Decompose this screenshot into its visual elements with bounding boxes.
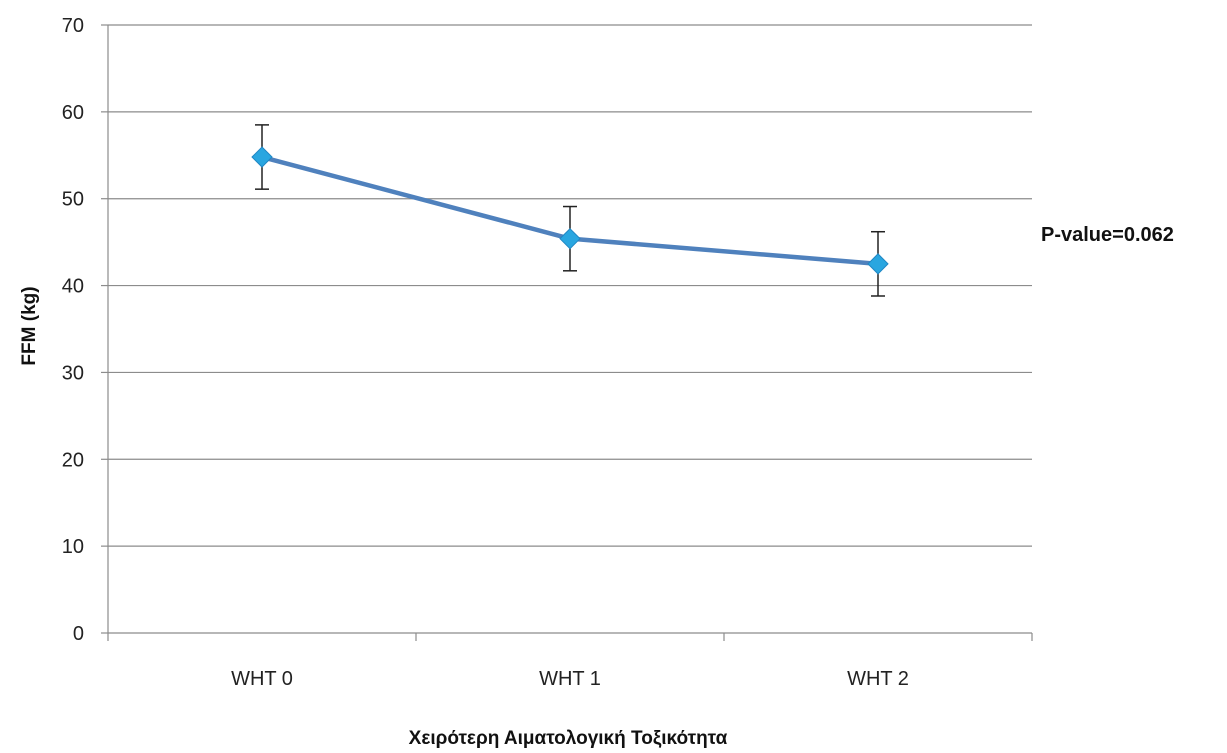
data-point-wht-2 [867, 253, 889, 275]
y-tick-label: 70 [62, 15, 84, 37]
error-bars [255, 124, 885, 297]
data-points [251, 146, 889, 275]
p-value-annotation: P-value=0.062 [1041, 224, 1174, 246]
x-tick-label: WHT 0 [231, 668, 293, 690]
y-tick-label: 30 [62, 362, 84, 384]
y-tick-label: 50 [62, 189, 84, 211]
y-tick-label: 60 [62, 102, 84, 124]
y-tick-labels: 0 10 20 30 40 50 60 70 [62, 15, 84, 645]
y-tick-label: 0 [73, 623, 84, 645]
x-tick-label: WHT 2 [847, 668, 909, 690]
data-point-wht-0 [251, 146, 273, 168]
x-tick-label: WHT 1 [539, 668, 601, 690]
gridlines [108, 24, 1032, 547]
x-axis-title: Χειρότερη Αιματολογική Τοξικότητα [409, 728, 728, 749]
y-tick-label: 40 [62, 276, 84, 298]
y-tick-label: 20 [62, 449, 84, 471]
y-tick-label: 10 [62, 536, 84, 558]
data-point-wht-1 [559, 227, 581, 250]
axes [101, 24, 1033, 641]
x-tick-labels: WHT 0 WHT 1 WHT 2 [231, 668, 909, 690]
y-axis-title: FFM (kg) [19, 286, 40, 365]
